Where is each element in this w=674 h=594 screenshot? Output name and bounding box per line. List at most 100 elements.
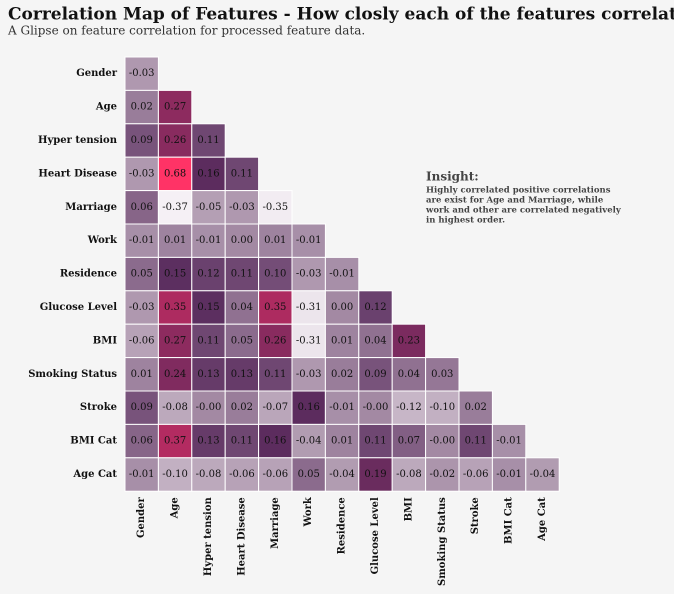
heatmap-cell: [157, 323, 193, 359]
cell-label: 0.09: [131, 402, 153, 413]
heatmap-cell: [258, 357, 293, 392]
heatmap-cell: [324, 457, 360, 492]
column-label: Age: [170, 497, 181, 519]
cell-label: 0.05: [131, 269, 153, 280]
cell-label: 0.11: [231, 269, 253, 280]
cell-label: -0.12: [396, 402, 422, 413]
heatmap-cell: [258, 390, 293, 425]
row-label: Stroke: [80, 402, 117, 413]
cell-label: 0.11: [231, 436, 253, 447]
cell-label: 0.11: [197, 335, 219, 346]
cell-label: -0.00: [363, 402, 389, 413]
column-label: Hyper tension: [203, 496, 214, 576]
row-label: Hyper tension: [38, 135, 118, 146]
cell-label: 0.12: [197, 269, 219, 280]
row-label: Heart Disease: [38, 168, 117, 179]
cell-label: 0.04: [398, 369, 420, 380]
cell-label: -0.08: [162, 402, 188, 413]
annotation-line: Highly correlated positive correlations: [426, 186, 611, 196]
cell-label: -0.03: [129, 302, 155, 313]
cell-label: 0.02: [465, 402, 487, 413]
cell-label: 0.06: [131, 202, 153, 213]
column-label: BMI: [403, 497, 414, 522]
cell-label: 0.06: [131, 436, 153, 447]
cell-label: 0.27: [164, 102, 186, 113]
cell-label: -0.06: [262, 469, 288, 480]
cell-label: 0.09: [131, 135, 153, 146]
annotation-line: work and other are correlated negatively: [425, 206, 622, 216]
heatmap-cell: [391, 323, 427, 359]
cell-label: -0.01: [329, 269, 355, 280]
cell-label: -0.04: [296, 436, 322, 447]
heatmap-cell: [157, 190, 193, 225]
row-label: Glucose Level: [40, 302, 117, 313]
cell-label: 0.15: [164, 269, 186, 280]
heatmap-cell: [258, 190, 293, 225]
heatmap-cell: [191, 223, 226, 258]
cell-label: 0.13: [231, 369, 253, 380]
cell-label: 0.68: [164, 168, 186, 179]
heatmap-cell: [391, 390, 427, 425]
heatmap-cell: [224, 390, 260, 425]
heatmap-cell: [157, 89, 193, 125]
cell-label: 0.26: [264, 335, 286, 346]
cell-label: 0.03: [431, 369, 453, 380]
heatmap-cell: [191, 457, 226, 492]
heatmap-cell: [324, 256, 360, 292]
cell-label: -0.05: [196, 202, 222, 213]
heatmap-cell: [224, 256, 260, 292]
cell-label: -0.35: [262, 202, 288, 213]
cell-label: 0.11: [364, 436, 386, 447]
cell-label: -0.31: [296, 302, 322, 313]
cell-label: -0.03: [229, 202, 255, 213]
cell-label: 0.05: [298, 469, 320, 480]
cell-label: 0.05: [231, 335, 253, 346]
heatmap-cell: [224, 223, 260, 258]
column-label: Heart Disease: [236, 497, 247, 576]
column-label: Gender: [136, 496, 147, 538]
heatmap-cell: [324, 357, 360, 392]
heatmap-cell: [324, 323, 360, 359]
chart-title: Correlation Map of Features - How closly…: [8, 5, 674, 25]
heatmap-cell: [124, 390, 159, 425]
cell-label: -0.01: [129, 235, 155, 246]
heatmap-cell: [324, 390, 360, 425]
annotation-line: are exist for Age and Marriage, while: [426, 196, 604, 206]
cell-label: 0.04: [231, 302, 253, 313]
heatmap-cell: [191, 323, 226, 359]
column-label: Work: [303, 496, 314, 527]
cell-label: 0.12: [364, 302, 386, 313]
cell-label: -0.01: [129, 469, 155, 480]
cell-label: 0.35: [164, 302, 186, 313]
cell-label: -0.03: [296, 269, 322, 280]
cell-label: 0.16: [264, 436, 286, 447]
column-label: Glucose Level: [370, 497, 381, 574]
cell-label: 0.13: [197, 436, 219, 447]
column-label: Age Cat: [537, 497, 548, 542]
cell-label: 0.37: [164, 436, 186, 447]
cell-label: -0.01: [196, 235, 222, 246]
cell-label: -0.00: [196, 402, 222, 413]
heatmap-cell: [191, 390, 226, 425]
cell-label: 0.01: [164, 235, 186, 246]
annotation-line: in highest order.: [426, 216, 505, 226]
cell-label: -0.01: [496, 469, 522, 480]
cell-label: 0.01: [331, 335, 353, 346]
heatmap-cell: [124, 223, 159, 258]
column-label: Marriage: [270, 497, 281, 549]
cell-label: -0.03: [296, 369, 322, 380]
row-label: BMI Cat: [70, 436, 117, 447]
annotation-title: Insight:: [426, 170, 479, 184]
cell-label: -0.31: [296, 335, 322, 346]
cell-label: 0.35: [264, 302, 286, 313]
heatmap-cell: [157, 223, 193, 258]
cell-label: 0.15: [197, 302, 219, 313]
heatmap-cell: [358, 323, 393, 359]
heatmap-cell: [391, 457, 427, 492]
cell-label: 0.23: [398, 335, 420, 346]
cell-label: 0.16: [197, 168, 219, 179]
row-label: Work: [87, 235, 118, 246]
cell-label: -0.01: [329, 402, 355, 413]
cell-label: 0.27: [164, 335, 186, 346]
cell-label: -0.06: [463, 469, 489, 480]
